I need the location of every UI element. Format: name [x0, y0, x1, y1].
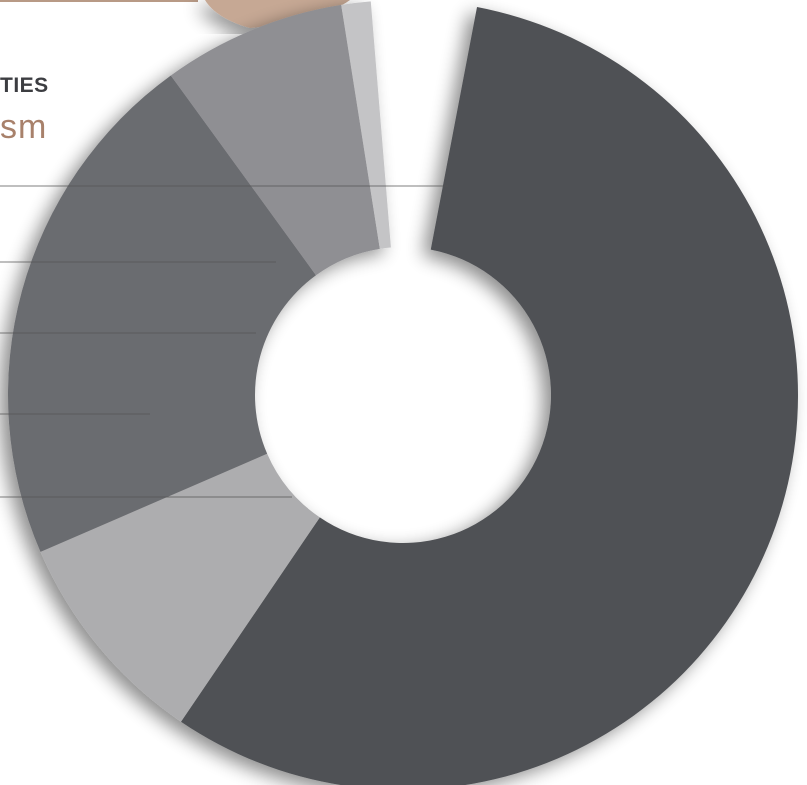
section-subheading: sm: [0, 108, 48, 146]
donut-slice: [40, 453, 320, 722]
top-accent-line: [0, 0, 198, 2]
donut-slice: [170, 4, 380, 276]
leader-lines: [0, 185, 448, 498]
copper-decorative-shape: [205, 0, 350, 28]
donut-slice: [7, 75, 317, 552]
donut-slice: [341, 1, 391, 249]
donut-slices: [7, 1, 798, 785]
section-heading: TIES: [0, 74, 49, 97]
donut-slice: [180, 6, 798, 785]
